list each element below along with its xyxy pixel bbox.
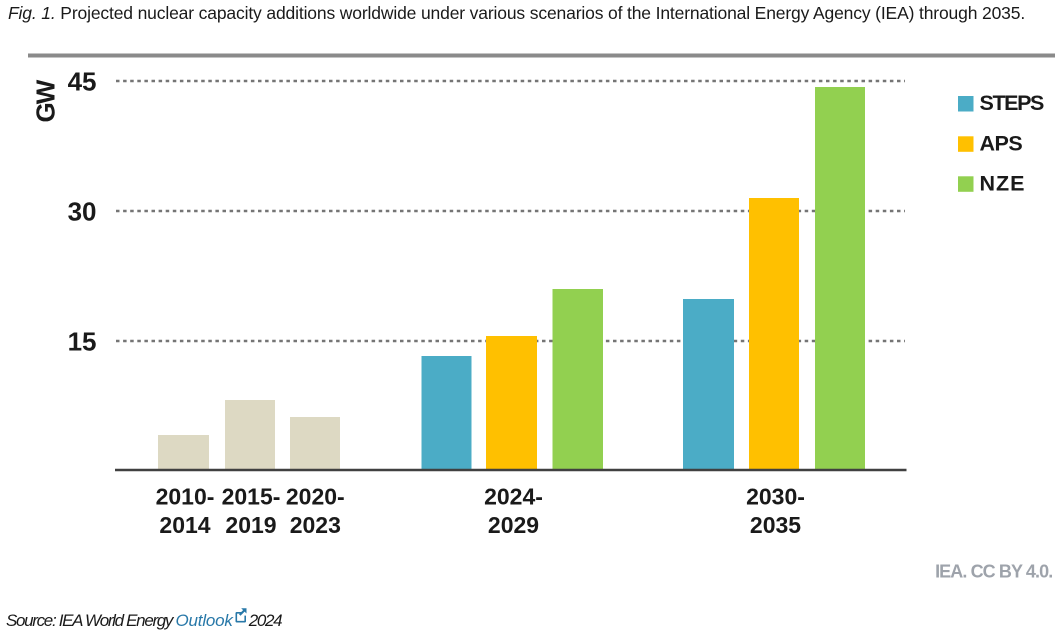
svg-text:STEPS: STEPS: [980, 91, 1045, 115]
svg-text:2015-: 2015-: [222, 484, 281, 510]
svg-text:2010-: 2010-: [156, 484, 215, 510]
svg-text:15: 15: [68, 327, 97, 357]
svg-text:APS: APS: [980, 131, 1023, 155]
svg-text:2029: 2029: [488, 512, 539, 538]
svg-text:2030-: 2030-: [746, 484, 805, 510]
svg-text:2024-: 2024-: [484, 484, 543, 510]
svg-text:GW: GW: [31, 79, 61, 122]
svg-text:2014: 2014: [159, 512, 210, 538]
svg-text:NZE: NZE: [980, 171, 1026, 195]
svg-text:30: 30: [68, 197, 97, 227]
svg-text:2020-: 2020-: [286, 484, 345, 510]
svg-text:2019: 2019: [225, 512, 276, 538]
svg-text:IEA. CC BY 4.0.: IEA. CC BY 4.0.: [935, 562, 1052, 582]
svg-text:45: 45: [68, 67, 97, 97]
svg-text:2035: 2035: [750, 512, 801, 538]
svg-text:2023: 2023: [290, 512, 341, 538]
